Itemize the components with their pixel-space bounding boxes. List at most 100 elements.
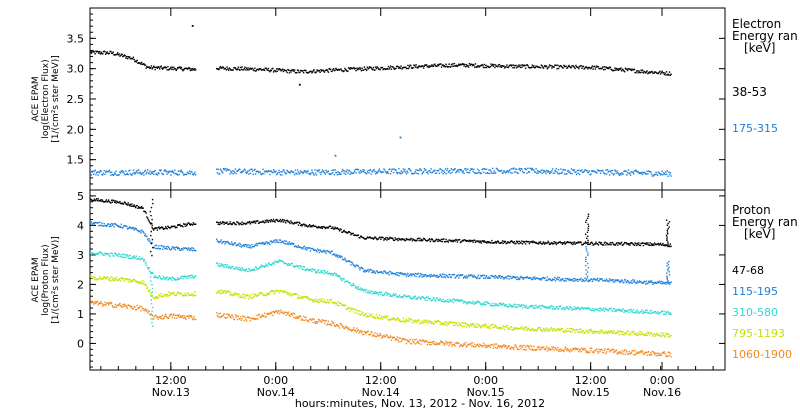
data-point [182, 278, 184, 280]
data-point [291, 69, 294, 72]
data-point [416, 169, 419, 171]
data-point [666, 333, 669, 335]
data-point [165, 315, 168, 318]
data-point [190, 249, 192, 251]
data-point [647, 244, 650, 246]
data-point [140, 232, 142, 234]
data-point [115, 279, 117, 281]
data-point [436, 170, 438, 172]
data-point [497, 304, 500, 307]
data-point [490, 304, 492, 306]
data-point [317, 170, 319, 173]
data-point [93, 198, 96, 200]
data-point [392, 336, 395, 339]
data-point [133, 171, 135, 174]
data-point [362, 270, 365, 273]
data-point [163, 170, 165, 172]
data-point [641, 173, 644, 176]
data-point [224, 266, 226, 268]
data-point [323, 71, 326, 73]
data-point [232, 316, 234, 318]
data-point [192, 317, 195, 320]
data-point [162, 318, 165, 320]
data-point [134, 279, 136, 281]
data-point [647, 312, 650, 314]
data-point [330, 172, 333, 175]
data-point [102, 278, 104, 280]
data-point [439, 239, 441, 241]
data-point [505, 171, 507, 173]
data-point [283, 219, 285, 221]
data-point [325, 272, 327, 274]
data-point [553, 172, 555, 174]
data-point [442, 173, 444, 175]
data-point [123, 303, 126, 306]
data-point [165, 277, 168, 280]
data-point [357, 329, 360, 331]
data-point [185, 247, 187, 249]
data-point [362, 171, 365, 173]
data-point [359, 169, 362, 172]
data-point [446, 65, 448, 67]
data-point [156, 316, 159, 318]
data-point [259, 171, 261, 173]
data-point [491, 64, 493, 67]
data-point [629, 333, 631, 335]
data-point [443, 170, 445, 172]
data-point [363, 169, 366, 171]
data-point [613, 69, 615, 72]
data-point [157, 318, 159, 320]
data-point [347, 307, 349, 310]
data-point [128, 227, 130, 230]
data-point [377, 238, 380, 240]
data-point [178, 247, 180, 250]
data-point [341, 170, 343, 173]
data-point [329, 299, 332, 301]
data-point [295, 265, 297, 267]
data-point [557, 241, 560, 244]
data-point [446, 276, 449, 278]
data-point [186, 249, 189, 251]
data-point [236, 315, 238, 317]
data-point [254, 244, 257, 246]
data-point [503, 326, 505, 328]
data-point [477, 172, 480, 174]
data-point [268, 70, 270, 72]
data-point [96, 222, 99, 224]
data-point [222, 314, 225, 316]
data-point [647, 331, 649, 333]
data-point [461, 63, 464, 65]
data-point [501, 172, 504, 175]
data-point [403, 170, 405, 172]
data-point [468, 326, 471, 328]
data-point [265, 263, 267, 265]
data-point [631, 282, 633, 284]
data-point [599, 170, 601, 172]
data-point [543, 328, 546, 331]
data-point [623, 170, 626, 172]
data-point [375, 314, 378, 316]
data-point [257, 220, 259, 222]
data-point [617, 171, 619, 174]
data-point [156, 277, 159, 279]
data-point [394, 68, 396, 70]
data-point [400, 239, 402, 241]
data-point [114, 279, 116, 281]
data-point [662, 72, 665, 74]
data-point [543, 170, 546, 172]
data-point [479, 240, 482, 242]
data-point [141, 206, 143, 208]
data-point [176, 173, 178, 175]
data-point [449, 240, 452, 242]
data-point [296, 221, 299, 224]
data-point [187, 248, 189, 250]
data-point [244, 169, 246, 171]
data-point [172, 277, 174, 279]
data-point [156, 229, 159, 231]
data-point [94, 302, 96, 305]
data-point [615, 172, 618, 174]
data-point [380, 67, 383, 69]
data-point [514, 277, 516, 279]
data-point [536, 242, 539, 245]
data-point [342, 304, 345, 306]
